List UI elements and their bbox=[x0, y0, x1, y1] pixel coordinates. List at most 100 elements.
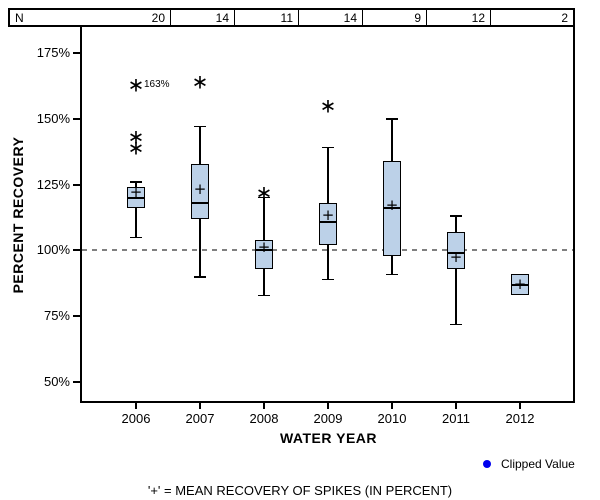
upper-whisker bbox=[455, 216, 457, 233]
y-axis-tick bbox=[73, 118, 80, 121]
n-count-value: 11 bbox=[280, 10, 293, 25]
upper-whisker bbox=[135, 182, 137, 188]
upper-whisker bbox=[199, 126, 201, 164]
outlier-asterisk: ∗ bbox=[191, 69, 209, 94]
mean-plus-marker: + bbox=[193, 180, 207, 199]
lower-whisker bbox=[455, 268, 457, 325]
boxplot-box-2007 bbox=[191, 163, 209, 219]
x-axis-tick-label: 2007 bbox=[185, 411, 215, 426]
outlier-asterisk: ∗ bbox=[127, 125, 145, 150]
y-axis-tick-label: 50% bbox=[43, 373, 70, 389]
mean-plus-marker: + bbox=[449, 248, 463, 267]
footnote: '+' = MEAN RECOVERY OF SPIKES (IN PERCEN… bbox=[147, 483, 453, 498]
n-count-value: 20 bbox=[151, 10, 165, 25]
lower-whisker bbox=[135, 208, 137, 238]
y-axis-tick-label: 125% bbox=[36, 176, 70, 192]
n-count-cell: 11 bbox=[234, 10, 298, 25]
y-axis-tick bbox=[73, 183, 80, 186]
lower-whisker-cap bbox=[258, 294, 270, 297]
x-axis-tick bbox=[263, 403, 265, 409]
n-count-cell: 2 bbox=[490, 10, 573, 25]
n-count-cell: 12 bbox=[426, 10, 490, 25]
upper-whisker-cap bbox=[386, 118, 398, 120]
x-axis-tick-label: 2009 bbox=[313, 411, 343, 426]
y-axis-tick-label: 150% bbox=[36, 111, 70, 127]
y-axis-tick-label: 100% bbox=[36, 242, 70, 258]
upper-whisker-cap bbox=[322, 146, 334, 149]
outlier-asterisk: ∗ bbox=[127, 135, 145, 160]
legend-label: Clipped Value bbox=[501, 457, 575, 471]
upper-whisker-cap bbox=[258, 196, 270, 199]
x-axis-tick bbox=[327, 403, 329, 409]
median-line bbox=[319, 220, 337, 223]
lower-whisker bbox=[263, 268, 265, 296]
x-axis-tick bbox=[135, 403, 137, 409]
n-row-label: N bbox=[15, 10, 24, 25]
n-count-value: 14 bbox=[215, 10, 229, 25]
upper-whisker-cap bbox=[130, 181, 142, 183]
plot-right-border bbox=[573, 27, 575, 403]
n-count-table: N 20 14 11 14 9 12 2 bbox=[8, 8, 575, 27]
x-axis-line bbox=[80, 401, 575, 403]
lower-whisker-cap bbox=[130, 236, 142, 239]
upper-whisker bbox=[391, 119, 393, 162]
mean-plus-marker: + bbox=[385, 195, 399, 214]
lower-whisker bbox=[199, 218, 201, 277]
upper-whisker-cap bbox=[450, 215, 462, 217]
boxplot-box-2011 bbox=[447, 232, 465, 269]
n-count-value: 14 bbox=[343, 10, 357, 25]
outlier-asterisk: ∗ bbox=[127, 72, 145, 97]
boxplot-box-2008 bbox=[255, 239, 273, 269]
lower-whisker-cap bbox=[322, 278, 334, 281]
lower-whisker-cap bbox=[194, 276, 206, 278]
lower-whisker bbox=[391, 255, 393, 275]
n-count-cell: N 20 bbox=[10, 10, 170, 25]
x-axis-title: WATER YEAR bbox=[279, 430, 378, 446]
x-axis-tick-label: 2010 bbox=[377, 411, 407, 426]
n-count-cell: 9 bbox=[362, 10, 426, 25]
outlier-value-label: 163% bbox=[144, 78, 170, 90]
median-line bbox=[383, 207, 401, 210]
median-line bbox=[447, 252, 465, 255]
upper-whisker bbox=[327, 147, 329, 204]
outlier-asterisk: ∗ bbox=[255, 180, 273, 205]
x-axis-tick-label: 2006 bbox=[121, 411, 151, 426]
x-axis-tick-label: 2008 bbox=[249, 411, 279, 426]
y-axis-tick bbox=[73, 380, 80, 383]
median-line bbox=[191, 202, 209, 205]
outlier-asterisk: ∗ bbox=[319, 93, 337, 118]
mean-plus-marker: + bbox=[513, 274, 527, 293]
y-axis-tick bbox=[73, 315, 80, 318]
y-axis-tick-label: 75% bbox=[43, 308, 70, 324]
lower-whisker-cap bbox=[386, 273, 398, 276]
y-axis-tick bbox=[73, 249, 80, 252]
n-count-value: 2 bbox=[561, 10, 568, 25]
y-axis-title: PERCENT RECOVERY bbox=[10, 136, 26, 294]
median-line bbox=[127, 196, 145, 199]
x-axis-tick-label: 2011 bbox=[442, 411, 470, 426]
x-axis-tick bbox=[199, 403, 201, 409]
n-count-value: 12 bbox=[471, 10, 485, 25]
median-line bbox=[255, 249, 273, 252]
lower-whisker bbox=[327, 245, 329, 280]
mean-plus-marker: + bbox=[129, 182, 143, 201]
y-axis-tick-label: 175% bbox=[36, 45, 70, 61]
x-axis-tick bbox=[519, 403, 521, 409]
mean-plus-marker: + bbox=[257, 238, 271, 257]
y-axis-tick bbox=[73, 52, 80, 55]
y-axis-line bbox=[80, 27, 82, 403]
x-axis-tick-label: 2012 bbox=[505, 411, 535, 426]
clipped-value-dot-icon bbox=[483, 460, 491, 468]
upper-whisker-cap bbox=[194, 125, 206, 128]
boxplot-box-2009 bbox=[319, 203, 337, 246]
n-count-cell: 14 bbox=[298, 10, 362, 25]
n-count-cell: 14 bbox=[170, 10, 234, 25]
median-line bbox=[511, 283, 529, 286]
mean-plus-marker: + bbox=[321, 206, 335, 225]
n-count-value: 9 bbox=[414, 10, 421, 25]
x-axis-tick bbox=[455, 403, 457, 409]
upper-whisker bbox=[263, 197, 265, 240]
x-axis-tick bbox=[391, 403, 393, 409]
lower-whisker-cap bbox=[450, 323, 462, 326]
